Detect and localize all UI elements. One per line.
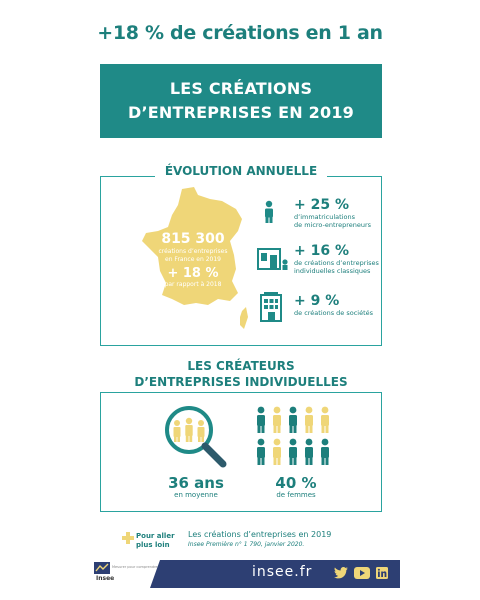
man-figure-icon: [305, 438, 313, 465]
banner-line-2: D’ENTREPRISES EN 2019: [127, 103, 354, 122]
creators-section-title: LES CRÉATEURS D’ENTREPRISES INDIVIDUELLE…: [130, 358, 352, 390]
linkedin-icon[interactable]: [376, 567, 388, 579]
stat-micro-label-2: de micro-entrepreneurs: [294, 221, 372, 229]
total-creations-caption: créations d’entreprises en France en 201…: [140, 248, 246, 263]
building-icon: [260, 292, 282, 322]
woman-figure-icon: [321, 406, 329, 433]
total-creations-value: 815 300: [161, 231, 225, 247]
age-value: 36 ans: [168, 474, 224, 492]
insee-tagline: Mesurer pour comprendre: [112, 565, 158, 569]
age-label: en moyenne: [174, 491, 218, 499]
youtube-icon[interactable]: [354, 567, 370, 579]
man-figure-icon: [289, 438, 297, 465]
insee-logo-icon: [94, 562, 110, 574]
creators-title-line-2: D’ENTREPRISES INDIVIDUELLES: [134, 375, 348, 389]
site-link[interactable]: insee.fr: [252, 564, 313, 580]
stat-micro-value: + 25 %: [294, 197, 349, 213]
plus-icon: [122, 532, 134, 544]
women-value: 40 %: [275, 474, 317, 492]
women-label: de femmes: [276, 491, 316, 499]
reference-subtitle: Insee Première n° 1 790, janvier 2020.: [188, 541, 305, 548]
stat-individual: + 16 % de créations d’entreprises indivi…: [294, 243, 379, 275]
more-label-line-2: plus loin: [136, 541, 170, 549]
twitter-icon[interactable]: [334, 567, 348, 579]
reference-title[interactable]: Les créations d’entreprises en 2019: [188, 530, 332, 539]
woman-figure-icon: [273, 406, 281, 433]
more-label: Pour aller plus loin: [136, 532, 175, 550]
creators-section-frame: [100, 392, 382, 512]
magnifier-people-icon: [165, 406, 227, 468]
man-figure-icon: [257, 438, 265, 465]
stat-individual-value: + 16 %: [294, 243, 349, 259]
woman-figure-icon: [305, 406, 313, 433]
insee-logo-text: Insee: [96, 575, 115, 582]
total-caption-line-2: en France en 2019: [165, 255, 221, 263]
man-figure-icon: [289, 406, 297, 433]
corsica-icon: [240, 307, 248, 329]
man-figure-icon: [257, 406, 265, 433]
headline: +18 % de créations en 1 an: [97, 22, 383, 44]
people-grid-icon: [257, 406, 329, 465]
growth-value: + 18 %: [167, 266, 219, 281]
annual-section-title: ÉVOLUTION ANNUELLE: [155, 164, 327, 178]
total-caption-line-1: créations d’entreprises: [158, 248, 228, 255]
growth-caption: par rapport à 2018: [164, 281, 222, 288]
shop-icon: [257, 248, 288, 270]
creators-title-line-1: LES CRÉATEURS: [187, 359, 295, 373]
stat-companies-label-1: de créations de sociétés: [294, 309, 374, 317]
france-map-icon: [142, 187, 248, 329]
stat-individual-label-1: de créations d’entreprises: [294, 259, 379, 267]
more-label-line-1: Pour aller: [136, 532, 175, 540]
banner-line-1: LES CRÉATIONS: [169, 79, 313, 98]
stat-individual-label-2: individuelles classiques: [294, 267, 371, 275]
woman-figure-icon: [273, 438, 281, 465]
stat-micro-label-1: d’immatriculations: [294, 213, 355, 221]
stat-companies-value: + 9 %: [294, 293, 340, 309]
person-icon: [265, 200, 273, 223]
stat-micro: + 25 % d’immatriculations de micro-entre…: [294, 197, 371, 229]
footer-bar: [150, 560, 400, 588]
title-banner: LES CRÉATIONS D’ENTREPRISES EN 2019: [100, 64, 382, 138]
man-figure-icon: [321, 438, 329, 465]
stat-companies: + 9 % de créations de sociétés: [294, 293, 373, 317]
